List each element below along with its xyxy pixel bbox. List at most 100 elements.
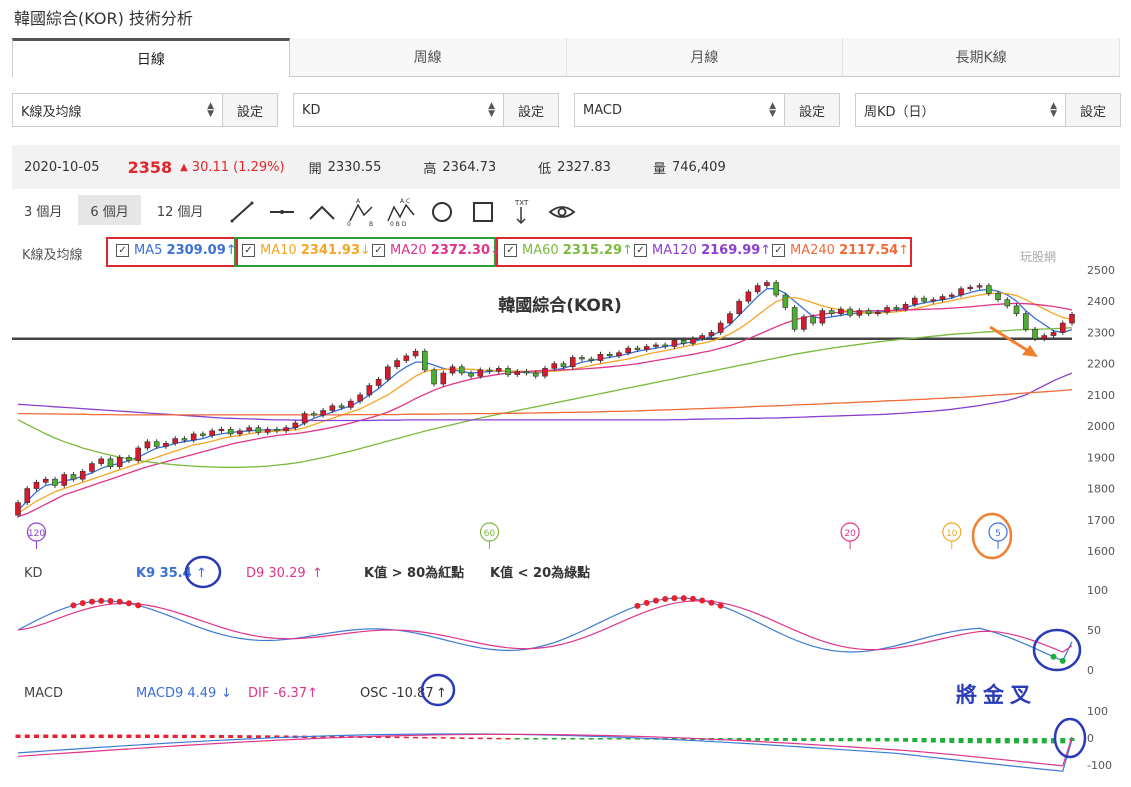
osc-bar bbox=[394, 736, 400, 739]
y-tick-label: 1700 bbox=[1087, 514, 1115, 527]
macd-dropdown[interactable]: MACD ▲ ▼ bbox=[575, 94, 784, 126]
candle-body bbox=[422, 350, 428, 371]
candle-body bbox=[403, 355, 410, 361]
text-tool-icon[interactable]: TXT bbox=[514, 199, 529, 225]
candle-body bbox=[671, 339, 678, 347]
ma240-arrow: ↑ bbox=[898, 243, 910, 258]
ma60-toggle[interactable]: ✓ MA60 2315.29 ↑ bbox=[504, 243, 633, 258]
candle-body bbox=[819, 310, 826, 324]
osc-bar bbox=[671, 738, 677, 740]
ma5-arrow: ↑ bbox=[225, 243, 237, 258]
macd-settings-button[interactable]: 設定 bbox=[784, 94, 839, 126]
tab-long-term[interactable]: 長期K線 bbox=[843, 38, 1120, 76]
ma5-toggle[interactable]: ✓ MA5 2309.09 ↑ bbox=[116, 243, 237, 258]
main-indicator-dropdown[interactable]: K線及均線 ▲ ▼ bbox=[13, 94, 222, 126]
osc-bar bbox=[33, 734, 39, 738]
y-tick-label: 1800 bbox=[1087, 483, 1115, 496]
checkbox-icon: ✓ bbox=[772, 244, 785, 257]
ma10-toggle[interactable]: ✓ MA10 2341.93 ↓ bbox=[242, 243, 371, 258]
osc-bar bbox=[542, 738, 548, 740]
ma240-toggle[interactable]: ✓ MA240 2117.54 ↑ bbox=[772, 243, 909, 258]
candle-body bbox=[949, 294, 955, 297]
osc-bar bbox=[1032, 738, 1038, 744]
ma-line-ma5 bbox=[17, 288, 1073, 511]
weekly-kd-dropdown[interactable]: 周KD（日） ▲ ▼ bbox=[856, 94, 1065, 126]
weekly-kd-settings-button[interactable]: 設定 bbox=[1065, 94, 1120, 126]
osc-bar bbox=[283, 735, 289, 738]
candle-body bbox=[782, 294, 789, 308]
candle-body bbox=[791, 307, 798, 330]
candle-body bbox=[801, 316, 807, 330]
checkbox-icon: ✓ bbox=[372, 244, 385, 257]
main-indicator-settings-button[interactable]: 設定 bbox=[222, 94, 277, 126]
abc-pattern-tool-icon[interactable]: A 0 B bbox=[347, 198, 373, 227]
kd-d-value: D9 30.29 bbox=[246, 566, 306, 581]
tab-weekly[interactable]: 周線 bbox=[290, 38, 567, 76]
osc-bar bbox=[422, 736, 428, 739]
quote-low-label: 低 bbox=[538, 161, 552, 177]
candle-body bbox=[107, 458, 114, 467]
eye-icon[interactable] bbox=[548, 206, 576, 218]
candle-body bbox=[634, 347, 641, 350]
ma20-toggle[interactable]: ✓ MA20 2372.30 ↓ bbox=[372, 243, 501, 258]
osc-bar bbox=[246, 735, 252, 738]
osc-bar bbox=[1041, 738, 1047, 744]
osc-bar bbox=[579, 738, 585, 740]
tab-monthly[interactable]: 月線 bbox=[567, 38, 844, 76]
tab-daily[interactable]: 日線 bbox=[12, 38, 290, 77]
kd-value: KD bbox=[302, 102, 321, 118]
osc-bar bbox=[995, 738, 1001, 744]
circle-tool-icon[interactable] bbox=[432, 202, 452, 222]
macd-value: MACD bbox=[583, 102, 622, 118]
osc-bar bbox=[98, 734, 104, 738]
candle-body bbox=[163, 442, 169, 447]
angle-tool-icon[interactable] bbox=[309, 205, 335, 220]
osc-bar bbox=[551, 738, 557, 740]
candle-body bbox=[42, 478, 49, 483]
annotation-red-box-long-mas bbox=[496, 237, 912, 267]
line-tool-icon[interactable] bbox=[230, 201, 254, 223]
candle-body bbox=[606, 353, 613, 357]
ma120-toggle[interactable]: ✓ MA120 2169.99 ↑ bbox=[634, 243, 771, 258]
rectangle-tool-icon[interactable] bbox=[473, 202, 493, 222]
period-buttons: 3 個月 6 個月 12 個月 bbox=[12, 195, 220, 227]
kd-settings-button[interactable]: 設定 bbox=[503, 94, 558, 126]
period-3m-button[interactable]: 3 個月 bbox=[24, 204, 63, 220]
osc-bar bbox=[24, 734, 30, 738]
period-6m-button[interactable]: 6 個月 bbox=[78, 195, 141, 225]
ma-marker-label: 5 bbox=[995, 529, 1001, 539]
period-12m-button[interactable]: 12 個月 bbox=[156, 204, 204, 220]
candle-body bbox=[468, 372, 474, 377]
candle-body bbox=[412, 350, 419, 357]
kd-red-dot bbox=[643, 599, 650, 606]
indicator-selectors: K線及均線 ▲ ▼ 設定 KD ▲ ▼ 設定 MACD ▲ ▼ 設定 周KD（日） ▲ ▼ 設定 bbox=[12, 93, 1121, 127]
candle-body bbox=[542, 368, 548, 377]
candle-body bbox=[348, 400, 354, 408]
osc-bar bbox=[237, 735, 243, 738]
kd-red-dot bbox=[70, 602, 77, 609]
kd-red-dot bbox=[116, 598, 123, 605]
osc-bar bbox=[468, 737, 474, 740]
ma-legend-label: K線及均線 bbox=[22, 248, 83, 263]
candle-body bbox=[616, 352, 622, 357]
osc-bar bbox=[431, 737, 437, 739]
kd-red-dot bbox=[107, 597, 114, 604]
kd-dropdown[interactable]: KD ▲ ▼ bbox=[294, 94, 503, 126]
ma-line-ma120 bbox=[17, 372, 1073, 422]
main-indicator-value: K線及均線 bbox=[21, 104, 82, 120]
candle-body bbox=[15, 502, 21, 516]
macd-select: MACD ▲ ▼ 設定 bbox=[574, 93, 840, 127]
page-title: 韓國綜合(KOR) 技術分析 bbox=[14, 9, 193, 28]
kd-tick-label: 0 bbox=[1087, 664, 1094, 677]
osc-bar bbox=[893, 738, 899, 742]
osc-bar bbox=[653, 738, 659, 740]
osc-bar bbox=[1004, 738, 1010, 744]
osc-bar bbox=[117, 734, 123, 738]
candle-body bbox=[172, 438, 178, 444]
horizontal-line-tool-icon[interactable] bbox=[270, 210, 294, 214]
kd-note-green: K值 < 20為綠點 bbox=[490, 565, 590, 581]
quote-volume-label: 量 bbox=[652, 161, 666, 177]
osc-bar bbox=[773, 738, 779, 741]
abcd-pattern-tool-icon[interactable]: A C 0 B D bbox=[387, 198, 415, 227]
osc-bar bbox=[829, 738, 835, 742]
